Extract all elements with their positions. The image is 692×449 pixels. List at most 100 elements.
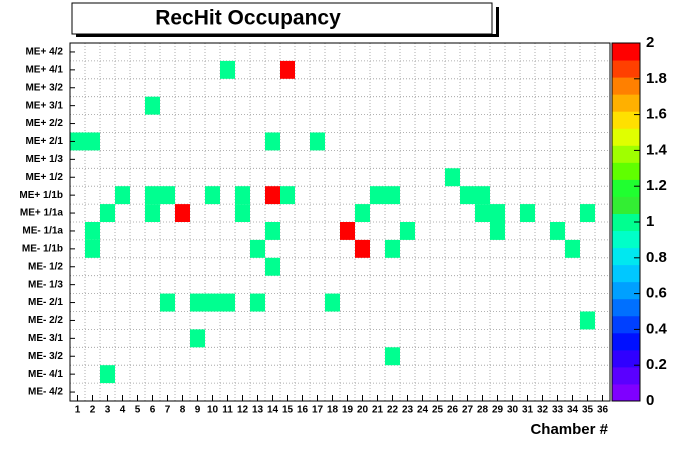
y-tick-label: ME+ 1/3 [25,154,63,165]
cell [265,132,280,151]
cell [475,204,490,222]
x-tick-label: 4 [120,405,126,416]
x-tick-label: 33 [552,405,564,416]
color-band [612,383,640,402]
x-tick-label: 23 [402,405,414,416]
cell [550,222,565,240]
cell [445,168,460,187]
x-tick-label: 34 [567,405,579,416]
x-tick-label: 24 [417,405,429,416]
x-tick-label: 14 [267,405,279,416]
cell [160,293,175,312]
color-band [612,332,640,351]
x-tick-label: 9 [195,405,201,416]
x-tick-label: 12 [237,405,249,416]
cell [100,365,115,384]
x-tick-label: 10 [207,405,219,416]
color-band [612,43,640,61]
cell [265,222,280,240]
cell [85,222,100,240]
z-tick-label: 2 [646,34,654,51]
color-band [612,60,640,78]
y-tick-label: ME+ 1/1b [19,190,63,201]
color-band [612,349,640,368]
z-tick-label: 1.6 [646,106,667,123]
x-tick-label: 2 [90,405,96,416]
x-tick-label: 17 [312,405,324,416]
cell [565,239,580,258]
color-band [612,366,640,385]
x-tick-label: 1 [75,405,81,416]
x-tick-label: 36 [597,405,609,416]
y-tick-label: ME- 1/2 [28,261,63,272]
cell [85,239,100,258]
cell [325,293,340,312]
color-band [612,128,640,146]
cell [250,293,265,312]
y-tick-label: ME+ 1/1a [20,208,64,219]
cell [250,239,265,258]
x-axis-label: Chamber # [530,421,608,438]
cell [235,204,250,222]
color-band [612,179,640,197]
cell [145,96,160,115]
cell [355,204,370,222]
x-tick-label: 3 [105,405,111,416]
z-tick-label: 0.8 [646,249,667,266]
color-band [612,162,640,180]
x-tick-label: 21 [372,405,384,416]
x-tick-label: 19 [342,405,354,416]
color-band [612,230,640,249]
color-band [612,145,640,163]
cell [340,222,355,240]
z-tick-label: 0 [646,392,654,409]
color-band [612,77,640,95]
y-tick-label: ME+ 1/2 [25,172,63,183]
color-band [612,213,640,232]
cell [355,239,370,258]
cell [280,60,295,79]
y-tick-label: ME+ 4/2 [25,47,63,58]
y-tick-label: ME- 1/1a [22,226,63,237]
y-tick-label: ME- 3/1 [28,333,63,344]
plot-frame [69,42,611,402]
x-tick-label: 16 [297,405,309,416]
cell [145,186,160,205]
y-tick-label: ME+ 2/1 [25,136,63,147]
title-box [71,2,493,35]
cell [520,204,535,222]
cell [145,204,160,222]
cell [385,186,400,205]
z-tick-label: 1 [646,213,654,230]
cell [580,311,595,330]
x-tick-label: 7 [165,405,171,416]
x-tick-label: 27 [462,405,474,416]
cell [190,293,205,312]
cell [100,204,115,222]
cell [580,204,595,222]
cell [115,186,130,205]
y-tick-label: ME+ 4/1 [25,64,63,75]
x-tick-label: 11 [222,405,233,416]
title-shadow [496,7,499,37]
x-tick-label: 8 [180,405,186,416]
x-tick-label: 22 [387,405,399,416]
cell [220,60,235,79]
color-band [612,264,640,283]
color-band [612,315,640,334]
cell [265,186,280,205]
cell [85,132,100,151]
cell [265,257,280,276]
z-tick-label: 0.4 [646,320,668,337]
cell [175,204,190,222]
color-band [612,298,640,317]
x-tick-label: 28 [477,405,489,416]
y-tick-label: ME+ 2/2 [25,118,63,129]
z-tick-label: 1.8 [646,70,667,87]
y-tick-label: ME+ 3/1 [25,100,63,111]
cell [160,186,175,205]
cell [490,222,505,240]
cell [310,132,325,151]
cell [460,186,475,205]
